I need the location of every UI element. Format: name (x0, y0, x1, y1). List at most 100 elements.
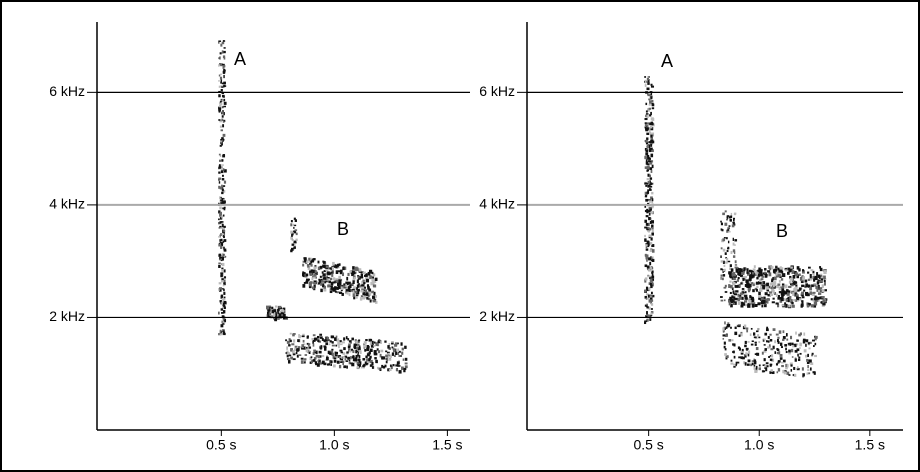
spectrogram-pixel (338, 263, 341, 266)
spectrogram-pixel (346, 289, 350, 292)
spectrogram-pixel (769, 282, 772, 286)
x-tick-label: 1.0 s (744, 437, 774, 453)
spectrogram-pixel (798, 287, 802, 291)
spectrogram-pixel (398, 370, 402, 374)
spectrogram-pixel (309, 270, 312, 274)
spectrogram-pixel (741, 276, 744, 280)
spectrogram-pixel (813, 301, 818, 306)
spectrogram-pixel (222, 310, 226, 314)
spectrogram-pixel (751, 282, 754, 285)
spectrogram-pixel (645, 125, 649, 128)
spectrogram-pixel (650, 136, 654, 140)
spectrogram-pixel (290, 356, 294, 360)
spectrogram-pixel (771, 288, 775, 293)
spectrogram-pixel (330, 282, 334, 286)
spectrogram-pixel (296, 354, 299, 358)
spectrogram-pixel (788, 268, 791, 273)
spectrogram-pixel (358, 339, 361, 342)
spectrogram-pixel (646, 169, 649, 172)
spectrogram-pixel (650, 196, 653, 200)
spectrogram-pixel (327, 350, 330, 355)
spectrogram-pixel (384, 364, 387, 368)
spectrogram-pixel (648, 234, 652, 238)
spectrogram-pixel (651, 200, 654, 204)
spectrogram-pixel (648, 144, 651, 149)
spectrogram-pixel (811, 354, 814, 357)
spectrogram-pixel (781, 285, 785, 289)
spectrogram-pixel (645, 277, 648, 281)
spectrogram-pixel (327, 363, 331, 366)
spectrogram-pixel (788, 342, 791, 345)
spectrogram-pixel (222, 298, 226, 301)
spectrogram-pixel (223, 225, 226, 228)
spectrogram-pixel (735, 364, 737, 367)
spectrogram-pixel (223, 180, 227, 184)
spectrogram-pixel (323, 285, 327, 290)
spectrogram-pixel (801, 367, 804, 371)
spectrogram-pixel (274, 313, 278, 316)
spectrogram-pixel (725, 355, 729, 358)
spectrogram-pixel (336, 360, 340, 364)
spectrogram-pixel (219, 186, 223, 190)
spectrogram-pixel (221, 106, 224, 109)
spectrogram-pixel (379, 353, 382, 358)
spectrogram-pixel (733, 343, 736, 347)
spectrogram-pixel (803, 349, 807, 353)
spectrogram-pixel (814, 342, 817, 346)
spectrogram-pixel (314, 351, 317, 354)
spectrogram-pixel (302, 273, 306, 278)
spectrogram-pixel (315, 354, 319, 358)
spectrogram-pixel (337, 282, 340, 287)
spectrogram-pixel (219, 256, 223, 259)
spectrogram-pixel (218, 167, 220, 170)
spectrogram-pixel (817, 284, 820, 289)
spectrogram-pixel (330, 363, 332, 366)
spectrogram-pixel (351, 362, 355, 367)
spectrogram-pixel (218, 311, 220, 315)
spectrogram-pixel (749, 274, 753, 279)
spectrogram-pixel (730, 362, 734, 365)
spectrogram-pixel (757, 269, 761, 273)
spectrogram-pixel (650, 279, 653, 283)
spectrogram-pixel (318, 350, 322, 354)
spectrogram-pixel (221, 92, 225, 95)
spectrogram-pixel (647, 314, 651, 318)
spectrogram-pixel (814, 275, 818, 280)
spectrogram-pixel (760, 272, 763, 277)
spectrogram-pixel (392, 364, 395, 367)
spectrogram-pixel (380, 341, 382, 344)
spectrogram-pixel (396, 352, 400, 355)
spectrogram-pixel (339, 349, 343, 352)
spectrogram-pixel (292, 333, 296, 335)
spectrogram-pixel (367, 286, 370, 290)
spectrogram-pixel (760, 278, 764, 281)
spectrogram-pixel (771, 301, 775, 304)
spectrogram-pixel (651, 232, 654, 236)
spectrogram-pixel (720, 296, 723, 298)
spectrogram-pixel (311, 359, 314, 364)
spectrogram-pixel (819, 267, 823, 272)
spectrogram-pixel (297, 339, 300, 343)
spectrogram-pixel (336, 286, 339, 290)
spectrogram-pixel (645, 244, 648, 247)
spectrogram-pixel (218, 181, 221, 184)
spectrogram-pixel (651, 134, 654, 137)
spectrogram-pixel (308, 283, 312, 287)
spectrogram-pixel (292, 333, 295, 337)
spectrogram-pixel (771, 280, 774, 283)
spectrogram-pixel (649, 267, 652, 269)
spectrogram-pixel (779, 266, 782, 270)
spectrogram-pixel (809, 287, 813, 291)
spectrogram-pixel (729, 264, 732, 268)
spectrogram-pixel (760, 284, 763, 287)
spectrogram-pixel (220, 312, 224, 314)
spectrogram-pixel (649, 162, 653, 165)
spectrogram-pixel (753, 366, 756, 370)
spectrogram-pixel (388, 369, 392, 371)
spectrogram-pixel (271, 309, 274, 314)
spectrogram-pixel (334, 290, 337, 293)
spectrogram-pixel (312, 339, 316, 342)
spectrogram-pixel (220, 98, 223, 102)
spectrogram-pixel (649, 167, 652, 170)
spectrogram-pixel (778, 330, 782, 334)
